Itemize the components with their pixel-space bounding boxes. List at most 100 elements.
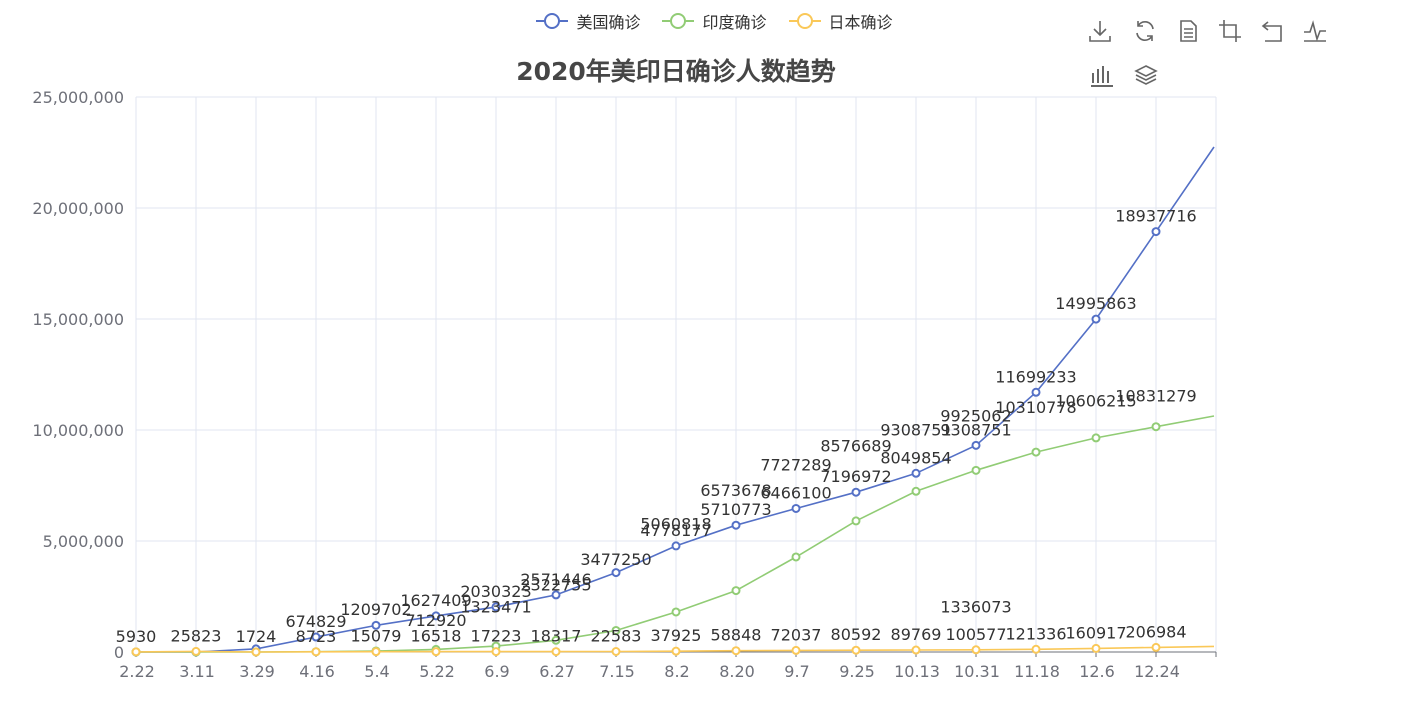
- data-label: 37925: [651, 626, 702, 645]
- data-label: 8576689: [820, 437, 891, 456]
- data-point: [671, 607, 681, 617]
- data-point: [371, 620, 381, 630]
- x-tick-label: 8.2: [664, 662, 689, 681]
- x-tick-label: 9.7: [784, 662, 809, 681]
- data-point: [851, 645, 861, 655]
- data-label: 89769: [891, 625, 942, 644]
- data-label: 2322755: [520, 575, 591, 594]
- legend-swatch: [662, 13, 695, 29]
- data-label: 100577: [945, 625, 1006, 644]
- data-point: [851, 516, 861, 526]
- data-point: [311, 632, 321, 642]
- y-tick-label: 0: [114, 643, 124, 662]
- data-point: [671, 541, 681, 551]
- data-label: 121336: [1005, 624, 1066, 643]
- data-label: 16518: [411, 627, 462, 646]
- data-label: 5710773: [700, 500, 771, 519]
- data-point: [911, 468, 921, 478]
- data-label: 4778177: [640, 521, 711, 540]
- data-label: 8049854: [880, 448, 951, 467]
- data-point: [131, 647, 141, 657]
- x-tick-label: 10.13: [894, 662, 940, 681]
- x-tick-label: 5.22: [419, 662, 455, 681]
- data-label: 58848: [711, 626, 762, 645]
- data-point: [1031, 387, 1041, 397]
- data-point: [371, 647, 381, 657]
- x-tick-label: 2.22: [119, 662, 155, 681]
- data-label: 6573678: [700, 481, 771, 500]
- data-point: [611, 646, 621, 656]
- data-point: [491, 647, 501, 657]
- data-point: [791, 645, 801, 655]
- data-point: [971, 440, 981, 450]
- data-point: [1151, 227, 1161, 237]
- data-label: 18937716: [1115, 207, 1196, 226]
- data-label: 17223: [471, 627, 522, 646]
- data-point: [551, 635, 561, 645]
- data-label: 14995863: [1055, 294, 1136, 313]
- data-point: [1031, 447, 1041, 457]
- zoom-reset-icon[interactable]: [1259, 18, 1285, 44]
- legend-label: 美国确诊: [576, 13, 641, 32]
- data-label: 10310778: [995, 398, 1076, 417]
- chart-title: 2020年美印日确诊人数趋势: [516, 57, 836, 86]
- data-point: [731, 586, 741, 596]
- data-point: [1091, 433, 1101, 443]
- data-point: [611, 625, 621, 635]
- zoom-icon[interactable]: [1217, 18, 1243, 44]
- data-label: 1209702: [340, 600, 411, 619]
- legend-item-1[interactable]: 印度确诊: [660, 9, 767, 33]
- data-point: [791, 552, 801, 562]
- legend-item-0[interactable]: 美国确诊: [534, 9, 640, 33]
- x-tick-label: 10.31: [954, 662, 1000, 681]
- download-icon[interactable]: [1087, 18, 1113, 44]
- data-label: 11699233: [995, 367, 1076, 386]
- data-view-icon[interactable]: [1175, 18, 1201, 44]
- y-tick-label: 5,000,000: [43, 532, 124, 551]
- data-point: [191, 646, 201, 656]
- legend-swatch: [536, 13, 569, 29]
- x-tick-label: 6.27: [539, 662, 575, 681]
- x-tick-label: 3.29: [239, 662, 275, 681]
- data-label: 1323471: [460, 598, 531, 617]
- data-label: 674829: [285, 612, 346, 631]
- refresh-icon[interactable]: [1132, 18, 1158, 44]
- data-label: 80592: [831, 625, 882, 644]
- data-point: [431, 647, 441, 657]
- data-label: 10606215: [1055, 392, 1136, 411]
- x-tick-label: 12.6: [1079, 662, 1115, 681]
- y-tick-label: 10,000,000: [32, 421, 124, 440]
- x-tick-label: 5.4: [364, 662, 389, 681]
- x-tick-label: 9.25: [839, 662, 875, 681]
- x-tick-label: 11.18: [1014, 662, 1060, 681]
- y-tick-label: 20,000,000: [32, 199, 124, 218]
- data-point: [911, 645, 921, 655]
- data-label: 5060818: [640, 515, 711, 534]
- data-point: [851, 487, 861, 497]
- data-point: [251, 647, 261, 657]
- bar-chart-icon[interactable]: [1089, 62, 1115, 88]
- data-point: [551, 590, 561, 600]
- data-label: 72037: [771, 625, 822, 644]
- data-label: 22583: [591, 626, 642, 645]
- data-label: 25823: [171, 626, 222, 645]
- data-label: 9308751: [940, 420, 1011, 439]
- data-point: [1031, 644, 1041, 654]
- data-point: [1151, 422, 1161, 432]
- data-point: [911, 486, 921, 496]
- data-label: 15079: [351, 627, 402, 646]
- data-point: [611, 568, 621, 578]
- data-label: 1336073: [940, 597, 1011, 616]
- x-tick-label: 6.9: [484, 662, 509, 681]
- legend-swatch: [788, 13, 821, 29]
- data-label: 6466100: [760, 483, 831, 502]
- data-label: 5930: [116, 627, 157, 646]
- data-label: 18317: [531, 627, 582, 646]
- data-label: 1627409: [400, 591, 471, 610]
- stack-icon[interactable]: [1133, 62, 1159, 88]
- legend-item-2[interactable]: 日本确诊: [787, 9, 893, 33]
- line-chart-icon[interactable]: [1302, 18, 1328, 44]
- data-point: [971, 465, 981, 475]
- y-tick-label: 25,000,000: [32, 88, 124, 107]
